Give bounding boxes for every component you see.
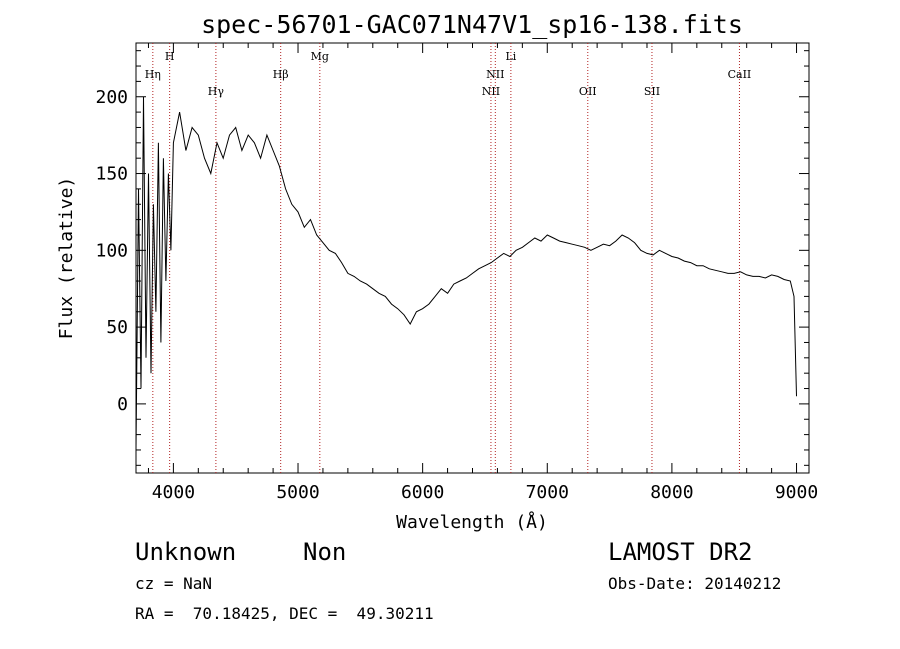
- spectral-line-label: Li: [505, 50, 516, 63]
- axis-ticks: 4000 5000 6000 7000 8000 9000 0 50 100 150 200: [95, 43, 818, 503]
- spectral-line-label: H: [165, 50, 175, 63]
- spectral-line-label: NII: [486, 68, 504, 81]
- object-type: Unknown: [135, 538, 237, 566]
- spectral-line-label: Hη: [145, 68, 161, 81]
- spectral-line-label: OII: [579, 85, 597, 98]
- y-tick-label: 100: [95, 240, 128, 261]
- x-tick-label: 5000: [276, 482, 319, 503]
- x-axis-label: Wavelength (Å): [396, 511, 548, 533]
- y-tick-label: 50: [106, 317, 128, 338]
- object-class: Non: [303, 538, 347, 566]
- x-tick-label: 8000: [650, 482, 693, 503]
- y-axis-label: Flux (relative): [56, 177, 77, 340]
- x-tick-label: 7000: [526, 482, 569, 503]
- survey-name: LAMOST DR2: [608, 538, 753, 566]
- x-tick-label: 9000: [775, 482, 818, 503]
- spectral-line-label: NII: [482, 85, 500, 98]
- y-tick-label: 200: [95, 87, 128, 108]
- y-tick-label: 150: [95, 164, 128, 185]
- coordinates: RA = 70.18425, DEC = 49.30211: [135, 604, 434, 623]
- chart-title: spec-56701-GAC071N47V1_sp16-138.fits: [201, 10, 743, 39]
- spectral-line-label: Mg: [311, 50, 329, 63]
- plot-frame: [135, 42, 810, 474]
- spectral-line-label: SII: [644, 85, 660, 98]
- redshift-cz: cz = NaN: [135, 574, 213, 593]
- observation-date: Obs-Date: 20140212: [608, 574, 782, 593]
- x-tick-label: 4000: [152, 482, 195, 503]
- y-tick-label: 0: [117, 394, 128, 415]
- spectral-line-label: CaII: [728, 68, 752, 81]
- spectral-line-label: Hγ: [208, 85, 225, 98]
- x-tick-label: 6000: [401, 482, 444, 503]
- spectrum-line: [135, 96, 797, 451]
- spectral-line-label: Hβ: [273, 68, 289, 81]
